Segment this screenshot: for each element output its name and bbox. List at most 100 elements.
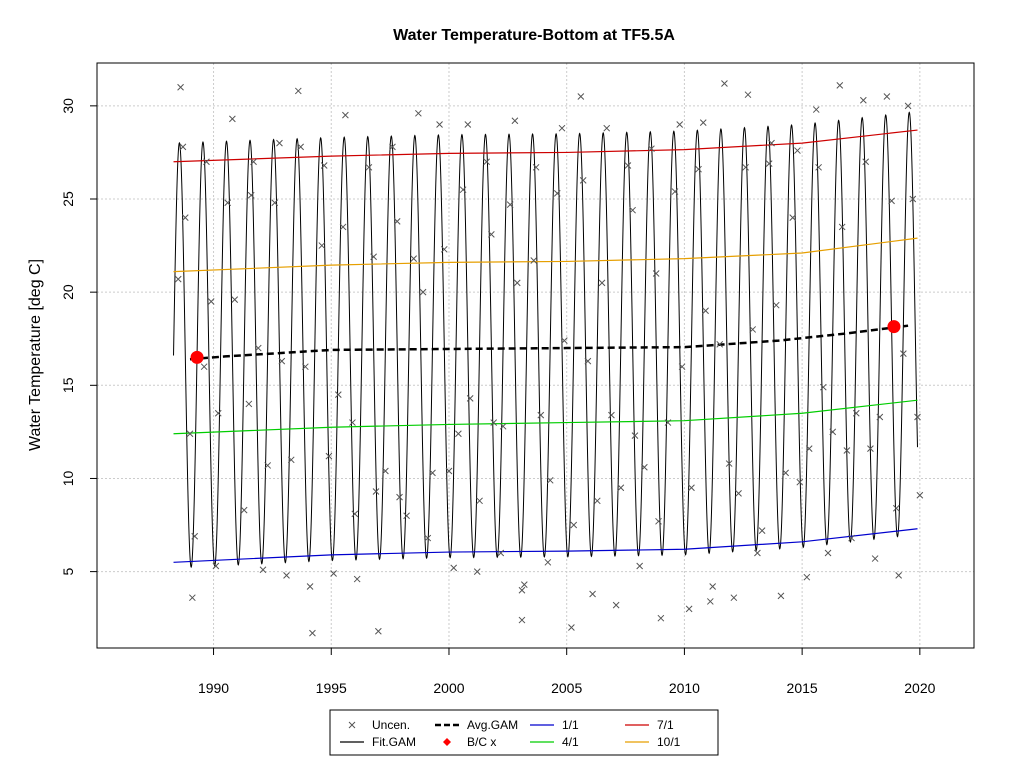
uncensored-point (177, 83, 184, 91)
uncensored-point (389, 143, 396, 151)
uncensored-point (584, 357, 592, 365)
bc-point (190, 350, 204, 364)
uncensored-point (695, 165, 702, 173)
uncensored-point (537, 411, 545, 419)
uncensored-point (544, 558, 552, 566)
uncensored-point (532, 163, 540, 171)
y-tick-label: 10 (60, 470, 76, 486)
x-tick-label: 2000 (433, 680, 464, 696)
uncensored-point (330, 570, 337, 577)
y-tick-label: 30 (60, 98, 76, 114)
legend-label: Fit.GAM (372, 735, 416, 749)
legend-label: Avg.GAM (467, 718, 518, 732)
uncensored-point (598, 279, 606, 287)
uncensored-point (342, 111, 349, 119)
legend-label: 10/1 (657, 735, 681, 749)
uncensored-point (450, 564, 458, 572)
uncensored-point (530, 257, 538, 264)
legend-symbol-uncensored (348, 721, 356, 729)
uncensored-point (365, 163, 373, 171)
uncensored-point (709, 583, 717, 590)
uncensored-point (214, 409, 222, 417)
uncensored-point (511, 117, 519, 125)
series-line-avg-gam (189, 324, 909, 361)
uncensored-point (488, 231, 495, 238)
uncensored-point (393, 218, 401, 225)
x-tick-label: 1995 (316, 680, 347, 696)
uncensored-point (867, 445, 874, 453)
chart-title: Water Temperature-Bottom at TF5.5A (393, 27, 675, 44)
uncensored-point (725, 460, 733, 467)
uncensored-point (264, 462, 272, 469)
uncensored-point (231, 296, 239, 303)
uncensored-point (200, 363, 208, 371)
uncensored-point (914, 413, 921, 421)
uncensored-point (415, 109, 422, 117)
uncensored-point (758, 527, 766, 534)
uncensored-point (247, 191, 255, 199)
uncensored-point (730, 594, 738, 602)
legend-label: 7/1 (657, 718, 674, 732)
x-tick-label: 2015 (787, 680, 818, 696)
uncensored-point (349, 419, 356, 426)
uncensored-point (765, 160, 773, 167)
uncensored-point (287, 456, 295, 464)
plot-frame (96, 62, 975, 649)
uncensored-point (188, 594, 196, 602)
uncensored-point (754, 549, 761, 557)
uncensored-point (716, 340, 724, 348)
uncensored-point (688, 484, 695, 492)
uncensored-point (904, 102, 912, 110)
uncensored-point (318, 242, 326, 249)
uncensored-point (302, 363, 309, 371)
uncensored-point (608, 411, 615, 419)
uncensored-point (777, 592, 785, 600)
legend: Uncen. Avg.GAM 1/1 7/1 Fit.GAM B/C x 4/1 10/1 (329, 709, 719, 756)
y-tick-label: 15 (60, 377, 76, 393)
uncensored-point (455, 430, 462, 438)
uncensored-point (429, 469, 436, 477)
uncensored-point (652, 270, 660, 277)
uncensored-point (568, 624, 575, 631)
uncensored-point (803, 573, 811, 581)
uncensored-point (499, 422, 507, 430)
uncensored-point (440, 245, 448, 253)
uncensored-point (744, 91, 752, 99)
uncensored-point (520, 581, 528, 589)
uncensored-point (370, 253, 377, 261)
uncensored-point (577, 93, 585, 100)
uncensored-point (410, 255, 418, 262)
uncensored-point (403, 512, 410, 520)
legend-box (329, 709, 719, 756)
uncensored-point (436, 121, 443, 128)
uncensored-point (742, 163, 749, 171)
uncensored-point (382, 467, 389, 475)
uncensored-point (276, 139, 283, 147)
uncensored-point (473, 568, 481, 575)
uncensored-point (203, 158, 210, 166)
uncensored-point (829, 428, 837, 436)
series-line-10-1 (173, 237, 918, 273)
uncensored-point (678, 363, 686, 371)
uncensored-point (181, 214, 189, 221)
uncensored-point (325, 452, 333, 460)
legend-symbol-bc (443, 738, 451, 746)
uncensored-point (506, 201, 514, 208)
uncensored-point (636, 562, 644, 570)
uncensored-point (283, 571, 290, 579)
uncensored-point (612, 601, 620, 609)
uncensored-point (490, 419, 498, 426)
uncensored-point (240, 506, 248, 514)
fit-gam-line (173, 111, 918, 569)
uncensored-point (518, 616, 526, 624)
uncensored-point (309, 629, 316, 637)
uncensored-point (862, 158, 870, 166)
uncensored-point (212, 562, 220, 570)
uncensored-point (805, 445, 813, 453)
uncensored-point (624, 162, 632, 169)
uncensored-point (871, 555, 879, 562)
uncensored-point (513, 279, 521, 287)
legend-label: 4/1 (562, 735, 579, 749)
uncensored-point (892, 504, 900, 512)
uncensored-point (497, 549, 505, 557)
